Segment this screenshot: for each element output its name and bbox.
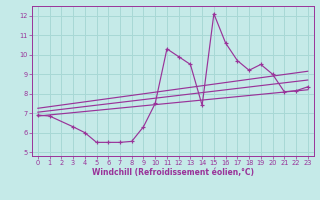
X-axis label: Windchill (Refroidissement éolien,°C): Windchill (Refroidissement éolien,°C) [92,168,254,177]
